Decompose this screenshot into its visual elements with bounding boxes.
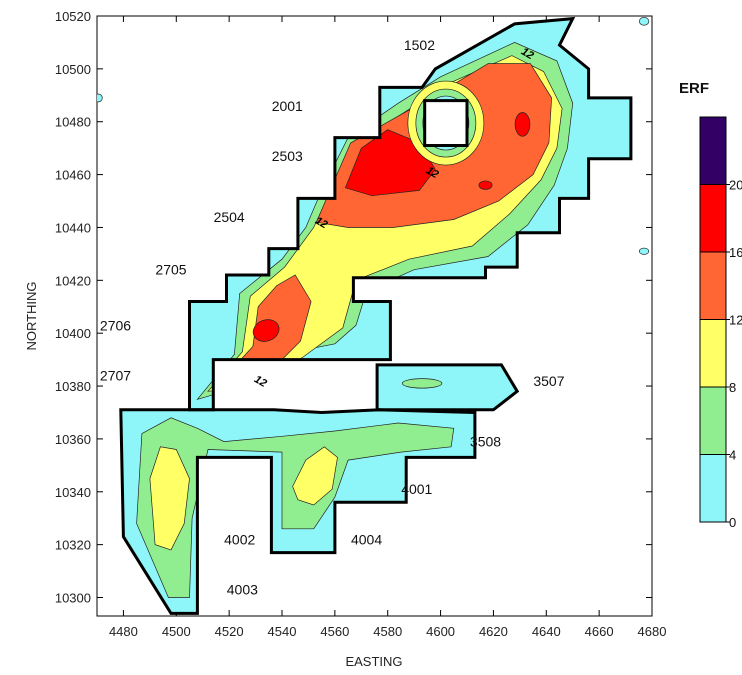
y-tick-label: 10500	[55, 62, 91, 77]
axis-ticks	[97, 15, 653, 616]
east-band-0	[377, 364, 518, 410]
legend-label: 20	[729, 178, 742, 193]
east-band-4	[401, 378, 443, 389]
area-boundaries	[119, 16, 633, 615]
y-tick-label: 10400	[55, 326, 91, 341]
boundary-hole	[423, 99, 469, 147]
boundary-main	[188, 16, 633, 412]
edge-mark-ne	[638, 16, 650, 26]
legend-swatch	[699, 184, 727, 253]
area-label: 2001	[272, 98, 303, 114]
legend-label: 4	[729, 448, 736, 463]
x-tick-label: 4620	[479, 624, 508, 639]
area-label: 2503	[272, 148, 303, 164]
area-label: 2705	[155, 262, 186, 278]
x-tick-label: 4480	[109, 624, 138, 639]
boundary-south	[119, 408, 477, 615]
main-block-contours	[189, 18, 631, 410]
legend-label: 12	[729, 313, 742, 328]
area-label: 1502	[404, 37, 435, 53]
main-band-16-small	[478, 180, 493, 190]
x-tick-label: 4560	[320, 624, 349, 639]
plot-area: 12 12 12 12 1502 2001 2503 2504 2705 2706 2707 350…	[96, 15, 653, 617]
legend: ERF 0 4 8 12 16 20	[679, 80, 742, 530]
tick-labels: 4480 4500 4520 4540 4560 4580 4600 4620 4640 4660…	[55, 9, 667, 639]
legend-swatch	[699, 319, 727, 388]
area-label: 3507	[533, 373, 564, 389]
boundary-east	[375, 363, 520, 412]
x-tick-label: 4540	[268, 624, 297, 639]
main-band-16-sw	[252, 319, 280, 342]
main-band-16-e	[514, 112, 531, 137]
south-band-8-w	[149, 446, 190, 551]
legend-swatch	[699, 454, 727, 523]
legend-label: 16	[729, 245, 742, 260]
legend-label: 8	[729, 380, 736, 395]
area-label: 2706	[100, 317, 131, 333]
legend-label: 0	[729, 515, 736, 530]
area-label: 4004	[351, 531, 382, 547]
legend-title: ERF	[679, 80, 709, 97]
x-axis-title: EASTING	[345, 654, 402, 669]
hole	[424, 100, 467, 146]
x-tick-label: 4580	[373, 624, 402, 639]
edge-mark-w	[97, 93, 103, 103]
legend-swatch	[699, 251, 727, 320]
area-label: 3508	[470, 434, 501, 450]
y-tick-label: 10300	[55, 590, 91, 605]
y-tick-label: 10440	[55, 220, 91, 235]
x-tick-label: 4680	[638, 624, 667, 639]
x-tick-label: 4520	[215, 624, 244, 639]
area-label: 4002	[224, 531, 255, 547]
y-tick-label: 10380	[55, 379, 91, 394]
y-tick-label: 10480	[55, 115, 91, 130]
x-tick-label: 4500	[162, 624, 191, 639]
contour-labels: 12 12 12 12	[252, 46, 536, 390]
contour-label: 12	[424, 165, 441, 182]
legend-swatch	[699, 116, 727, 185]
legend-swatch	[699, 386, 727, 455]
x-tick-label: 4660	[585, 624, 614, 639]
y-tick-label: 10340	[55, 485, 91, 500]
contour-label: 12	[519, 46, 536, 63]
area-label: 4003	[227, 582, 258, 598]
x-tick-label: 4600	[426, 624, 455, 639]
legend-bar: 0 4 8 12 16 20	[699, 116, 742, 530]
area-labels: 1502 2001 2503 2504 2705 2706 2707 3507 3508 4001…	[100, 37, 565, 597]
y-tick-label: 10460	[55, 168, 91, 183]
area-label: 2707	[100, 367, 131, 383]
y-axis-title: NORTHING	[24, 281, 39, 350]
contour-label: 12	[313, 215, 330, 232]
contour-label: 12	[252, 373, 269, 390]
area-label: 2504	[214, 209, 245, 225]
edge-mark-e	[638, 247, 650, 255]
y-tick-label: 10520	[55, 9, 91, 24]
y-tick-label: 10360	[55, 432, 91, 447]
y-tick-label: 10320	[55, 538, 91, 553]
east-block-contours	[377, 364, 518, 410]
contour-fills	[97, 16, 650, 614]
x-tick-label: 4640	[532, 624, 561, 639]
area-label: 4001	[401, 481, 432, 497]
y-tick-label: 10420	[55, 273, 91, 288]
south-band-8-c	[292, 446, 338, 506]
